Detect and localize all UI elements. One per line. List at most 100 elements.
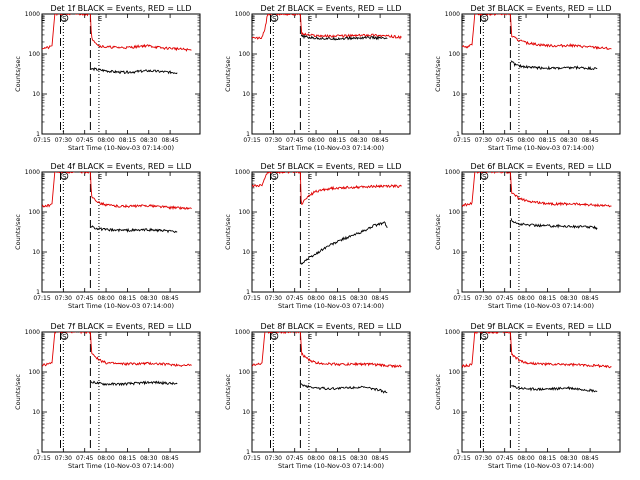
start-marker-circle [60, 14, 69, 22]
detector-panel: Det 9f BLACK = Events, RED = LLD 1 10 100 10… [434, 322, 621, 470]
y-tick-label: 10 [32, 409, 40, 416]
chart-title: Det 3f BLACK = Events, RED = LLD [470, 4, 611, 13]
event-marker-label: S [62, 15, 67, 23]
chart-title: Det 9f BLACK = Events, RED = LLD [470, 322, 611, 331]
x-tick-label: 08:30 [350, 295, 367, 302]
x-tick-label: 07:45 [496, 137, 513, 144]
y-axis-label: Counts/sec [224, 374, 232, 410]
x-tick-label: 08:30 [350, 455, 367, 462]
event-marker-label: S [482, 15, 487, 23]
y-tick-label: 1 [246, 131, 250, 138]
y-axis-label: Counts/sec [224, 214, 232, 250]
x-tick-label: 07:45 [286, 455, 303, 462]
event-marker-label: E [308, 173, 312, 181]
x-tick-label: 07:15 [453, 455, 470, 462]
x-axis-label: Start Time (10-Nov-03 07:14:00) [488, 302, 594, 310]
x-tick-label: 08:00 [517, 137, 534, 144]
x-tick-label: 08:15 [119, 137, 136, 144]
series-line-events [300, 34, 388, 41]
event-marker-label: E [518, 333, 522, 341]
y-tick-label: 1 [36, 131, 40, 138]
x-tick-label: 08:15 [329, 295, 346, 302]
x-axis-label: Start Time (10-Nov-03 07:14:00) [488, 462, 594, 470]
event-marker-label: E [98, 15, 102, 23]
series-line-events [300, 383, 388, 394]
y-tick-label: 1 [456, 131, 460, 138]
start-marker-circle [60, 172, 69, 180]
detector-panel: Det 4f BLACK = Events, RED = LLD 1 10 100 10… [14, 162, 201, 310]
event-marker-label: S [482, 333, 487, 341]
x-tick-label: 07:30 [265, 137, 282, 144]
x-tick-label: 07:30 [55, 137, 72, 144]
x-tick-label: 08:30 [140, 295, 157, 302]
series-line-events [90, 225, 178, 234]
x-tick-label: 07:15 [453, 295, 470, 302]
x-tick-label: 07:15 [243, 295, 260, 302]
y-axis-label: Counts/sec [14, 374, 22, 410]
x-tick-label: 07:30 [475, 137, 492, 144]
event-marker-label: E [461, 173, 465, 181]
y-tick-label: 100 [29, 369, 41, 376]
y-tick-label: 100 [449, 51, 461, 58]
y-axis-label: Counts/sec [14, 214, 22, 250]
chart-title: Det 1f BLACK = Events, RED = LLD [50, 4, 191, 13]
x-tick-label: 07:45 [286, 137, 303, 144]
event-marker-label: E [41, 15, 45, 23]
series-line-events [300, 221, 388, 265]
x-axis-label: Start Time (10-Nov-03 07:14:00) [68, 302, 174, 310]
x-tick-label: 08:15 [539, 455, 556, 462]
chart-title: Det 2f BLACK = Events, RED = LLD [260, 4, 401, 13]
y-tick-label: 100 [239, 51, 251, 58]
series-line-lld [252, 332, 402, 369]
x-tick-label: 07:30 [265, 295, 282, 302]
x-tick-label: 07:30 [475, 295, 492, 302]
start-marker-circle [270, 14, 279, 22]
series-line-lld [252, 172, 402, 206]
plot-frame [41, 13, 201, 135]
event-marker-label: E [461, 15, 465, 23]
start-marker-circle [480, 332, 489, 340]
y-tick-label: 1000 [25, 11, 40, 18]
event-marker-label: E [251, 15, 255, 23]
x-tick-label: 08:00 [307, 295, 324, 302]
y-tick-label: 1 [246, 289, 250, 296]
x-tick-label: 07:45 [76, 295, 93, 302]
x-tick-label: 08:15 [119, 455, 136, 462]
detector-panel: Det 2f BLACK = Events, RED = LLD 1 10 100 10… [224, 4, 411, 152]
x-tick-label: 08:30 [560, 137, 577, 144]
y-tick-label: 10 [452, 91, 460, 98]
detector-panel: Det 3f BLACK = Events, RED = LLD 1 10 100 10… [434, 4, 621, 152]
x-tick-label: 08:00 [97, 455, 114, 462]
x-tick-label: 08:15 [119, 295, 136, 302]
y-tick-label: 1000 [235, 11, 250, 18]
event-marker-label: S [272, 333, 277, 341]
x-tick-label: 07:45 [496, 295, 513, 302]
y-tick-label: 1 [36, 449, 40, 456]
chart-title: Det 8f BLACK = Events, RED = LLD [260, 322, 401, 331]
detector-panel: Det 6f BLACK = Events, RED = LLD 1 10 100 10… [434, 162, 621, 310]
x-tick-label: 08:00 [307, 455, 324, 462]
y-tick-label: 100 [29, 209, 41, 216]
y-axis-label: Counts/sec [434, 374, 442, 410]
y-tick-label: 100 [239, 209, 251, 216]
series-line-lld [42, 172, 192, 211]
series-line-lld [252, 14, 402, 40]
x-tick-label: 08:45 [161, 137, 178, 144]
x-axis-label: Start Time (10-Nov-03 07:14:00) [278, 302, 384, 310]
y-tick-label: 100 [239, 369, 251, 376]
y-tick-label: 10 [242, 91, 250, 98]
x-tick-label: 08:00 [517, 295, 534, 302]
x-tick-label: 08:30 [560, 295, 577, 302]
y-tick-label: 100 [449, 209, 461, 216]
series-line-lld [42, 14, 192, 52]
event-marker-label: E [518, 15, 522, 23]
series-line-events [510, 60, 598, 71]
plot-frame [41, 171, 201, 293]
detector-panel: Det 8f BLACK = Events, RED = LLD 1 10 100 10… [224, 322, 411, 470]
x-tick-label: 07:15 [243, 137, 260, 144]
event-marker-label: E [41, 173, 45, 181]
x-tick-label: 08:30 [140, 455, 157, 462]
x-tick-label: 07:45 [76, 455, 93, 462]
y-tick-label: 1 [456, 289, 460, 296]
